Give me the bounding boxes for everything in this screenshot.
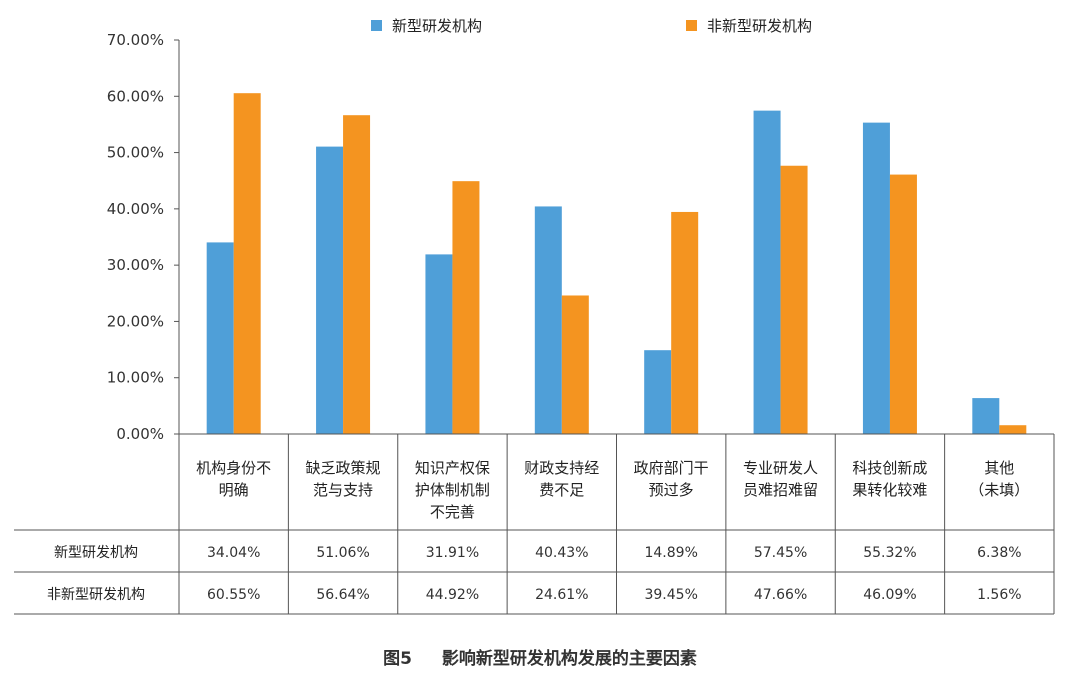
y-tick-label: 50.00% <box>107 144 164 162</box>
legend-label: 非新型研发机构 <box>707 17 812 35</box>
table-cell: 34.04% <box>207 545 260 561</box>
table-cell: 14.89% <box>644 545 697 561</box>
table-cell: 40.43% <box>535 545 588 561</box>
y-tick-label: 70.00% <box>107 31 164 49</box>
bar <box>999 425 1027 434</box>
y-tick-label: 20.00% <box>107 312 164 330</box>
bar <box>753 110 781 434</box>
table-cell: 46.09% <box>863 587 916 603</box>
category-label: （未填） <box>969 481 1029 499</box>
table-row-header: 新型研发机构 <box>54 545 138 561</box>
category-label: 缺乏政策规 <box>306 459 381 477</box>
y-tick-label: 0.00% <box>116 425 164 443</box>
bar <box>534 206 562 434</box>
bar <box>206 242 234 434</box>
bar <box>780 165 808 434</box>
category-label: 其他 <box>984 459 1014 477</box>
category-label: 财政支持经 <box>524 459 599 477</box>
legend-label: 新型研发机构 <box>392 17 482 35</box>
table-cell: 31.91% <box>426 545 479 561</box>
table-cell: 60.55% <box>207 587 260 603</box>
table-cell: 47.66% <box>754 587 807 603</box>
table-cell: 56.64% <box>316 587 369 603</box>
category-label: 机构身份不 <box>196 459 271 477</box>
legend-swatch <box>686 20 697 31</box>
category-label: 明确 <box>219 481 249 499</box>
category-label: 费不足 <box>539 481 584 499</box>
y-tick-label: 40.00% <box>107 200 164 218</box>
bar <box>316 146 344 434</box>
bar <box>452 181 480 434</box>
table-cell: 55.32% <box>863 545 916 561</box>
bar <box>889 174 917 434</box>
figure-caption: 图5 影响新型研发机构发展的主要因素 <box>0 644 1080 669</box>
figure-title: 影响新型研发机构发展的主要因素 <box>441 649 697 669</box>
bar <box>862 122 890 434</box>
category-label: 不完善 <box>430 503 475 521</box>
y-tick-label: 30.00% <box>107 256 164 274</box>
legend-swatch <box>371 20 382 31</box>
category-label: 知识产权保 <box>415 459 490 477</box>
bar <box>972 398 1000 434</box>
y-tick-label: 10.00% <box>107 369 164 387</box>
table-cell: 57.45% <box>754 545 807 561</box>
bar <box>644 350 672 434</box>
y-tick-label: 60.00% <box>107 87 164 105</box>
category-label: 政府部门干 <box>634 459 709 477</box>
table-cell: 24.61% <box>535 587 588 603</box>
bar <box>343 115 371 434</box>
bar <box>425 254 453 434</box>
category-label: 专业研发人 <box>743 459 818 477</box>
table-cell: 39.45% <box>644 587 697 603</box>
category-label: 范与支持 <box>313 481 373 499</box>
category-label: 护体制机制 <box>415 481 490 499</box>
figure-number: 图5 <box>383 649 412 669</box>
bar <box>233 93 261 434</box>
table-cell: 6.38% <box>977 545 1021 561</box>
category-label: 预过多 <box>649 481 694 499</box>
bar-chart: 新型研发机构 非新型研发机构0.00%10.00%20.00%30.00%40.0… <box>14 17 1055 615</box>
bar <box>671 211 699 434</box>
category-label: 果转化较难 <box>852 481 927 499</box>
table-cell: 51.06% <box>316 545 369 561</box>
category-label: 科技创新成 <box>852 459 927 477</box>
table-cell: 44.92% <box>426 587 479 603</box>
category-label: 员难招难留 <box>743 481 818 499</box>
table-row-header: 非新型研发机构 <box>47 587 145 603</box>
bar <box>561 295 589 434</box>
table-cell: 1.56% <box>977 587 1021 603</box>
